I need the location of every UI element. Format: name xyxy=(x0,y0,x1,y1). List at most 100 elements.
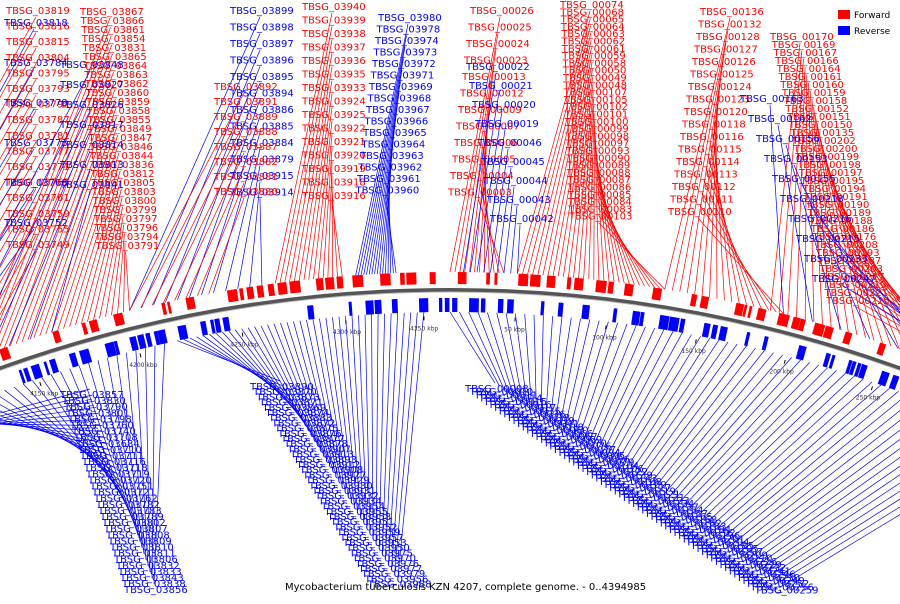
tick-mark xyxy=(784,360,785,364)
reverse-gene xyxy=(469,298,479,312)
tick-mark xyxy=(696,339,697,343)
forward-gene xyxy=(400,273,405,285)
gene-label: TBSG_03779 xyxy=(3,98,68,109)
gene-label: TBSG_00225 xyxy=(825,296,890,307)
legend-reverse-swatch xyxy=(838,26,850,35)
gene-label: TBSG_03967 xyxy=(365,105,430,116)
gene-label: TBSG_00136 xyxy=(699,7,764,18)
gene-label: TBSG_00163 xyxy=(739,94,804,105)
forward-gene xyxy=(52,330,62,343)
gene-label: TBSG_00024 xyxy=(465,39,530,50)
gene-label: TBSG_03937 xyxy=(301,43,366,54)
gene-label: TBSG_03961 xyxy=(356,174,421,185)
gene-label: TBSG_03773 xyxy=(3,138,68,149)
tick-mark xyxy=(140,353,141,357)
gene-label: TBSG_03752 xyxy=(3,218,68,229)
gene-label: TBSG_03973 xyxy=(373,48,438,59)
forward-gene xyxy=(652,287,662,300)
leader-line xyxy=(716,388,890,536)
forward-gene xyxy=(246,287,254,300)
gene-label: TBSG_03784 xyxy=(3,58,68,69)
gene-label: TBSG_00155 xyxy=(771,174,836,185)
legend-forward-label: Forward xyxy=(854,11,890,21)
reverse-gene xyxy=(612,308,617,322)
leader-line xyxy=(332,202,342,276)
legend: Forward Reverse xyxy=(838,10,891,37)
gene-label: TBSG_03882 xyxy=(213,157,278,168)
leader-line xyxy=(598,215,659,288)
leader-line xyxy=(638,344,738,482)
gene-label: TBSG_03964 xyxy=(361,140,426,151)
gene-label: TBSG_00218 xyxy=(779,194,844,205)
forward-gene xyxy=(876,342,886,355)
gene-label: TBSG_03791 xyxy=(95,241,160,252)
forward-gene xyxy=(406,272,416,284)
reverse-gene xyxy=(307,305,315,320)
gene-label: TBSG_00113 xyxy=(673,170,738,181)
reverse-gene xyxy=(129,336,139,351)
leader-line xyxy=(478,199,504,274)
gene-label: TBSG_00045 xyxy=(480,157,545,168)
gene-label: TBSG_00103 xyxy=(568,212,633,223)
leader-line xyxy=(762,423,900,569)
forward-gene xyxy=(267,284,275,297)
gene-label: TBSG_00020 xyxy=(471,100,536,111)
gene-label: TBSG_03826 xyxy=(59,100,124,111)
gene-label: TBSG_03974 xyxy=(374,36,439,47)
leader-line xyxy=(674,362,809,507)
forward-gene xyxy=(530,274,541,287)
gene-label: TBSG_00025 xyxy=(467,23,532,34)
gene-label: TBSG_03963 xyxy=(359,151,424,162)
forward-gene xyxy=(352,275,363,288)
gene-label: TBSG_00156 xyxy=(755,134,820,145)
gene-label: TBSG_03819 xyxy=(5,6,70,17)
leader-line xyxy=(720,391,898,539)
gene-label: TBSG_00021 xyxy=(468,81,533,92)
reverse-gene xyxy=(452,298,457,312)
gene-label: TBSG_00162 xyxy=(747,114,812,125)
reverse-gene xyxy=(710,324,718,339)
gene-label: TBSG_03841 xyxy=(59,180,124,191)
forward-gene xyxy=(81,322,88,335)
reverse-gene xyxy=(540,301,544,315)
leader-line xyxy=(693,373,846,520)
gene-label: TBSG_03969 xyxy=(368,82,433,93)
gene-label: TBSG_03922 xyxy=(301,124,366,135)
gene-label: TBSG_00043 xyxy=(486,195,551,206)
gene-label: TBSG_03978 xyxy=(376,25,441,36)
leader-line xyxy=(780,438,900,581)
forward-gene xyxy=(0,347,11,361)
reverse-gene xyxy=(79,348,92,364)
genome-caption: Mycobacterium tuberculosis KZN 4207, com… xyxy=(285,582,646,593)
forward-gene xyxy=(227,289,239,302)
tick-label: 100 kbp xyxy=(592,334,617,341)
forward-gene xyxy=(494,273,497,285)
gene-label: TBSG_00114 xyxy=(675,157,740,168)
leader-line xyxy=(651,350,764,491)
leader-line xyxy=(670,360,801,505)
tick-label: 50 kbp xyxy=(504,327,525,334)
forward-gene xyxy=(624,283,634,296)
forward-gene xyxy=(756,308,767,322)
gene-label: TBSG_00112 xyxy=(671,182,736,193)
reverse-gene xyxy=(658,315,670,330)
gene-label: TBSG_00022 xyxy=(465,62,530,73)
gene-label: TBSG_03980 xyxy=(377,13,442,24)
gene-label: TBSG_03921 xyxy=(301,137,366,148)
reverse-gene xyxy=(348,302,352,316)
leader-line xyxy=(601,330,664,457)
gene-label: TBSG_03897 xyxy=(229,39,294,50)
gene-label: TBSG_03892 xyxy=(213,82,278,93)
leader-line xyxy=(771,430,900,575)
forward-gene xyxy=(289,280,301,293)
gene-label: TBSG_00127 xyxy=(693,45,758,56)
forward-gene xyxy=(607,281,614,294)
forward-gene xyxy=(566,277,571,289)
gene-label: TBSG_03761 xyxy=(5,193,70,204)
tick-label: 200 kbp xyxy=(769,368,794,375)
gene-label: TBSG_03896 xyxy=(229,56,294,67)
gene-label: TBSG_03938 xyxy=(301,29,366,40)
gene-label: TBSG_03971 xyxy=(370,71,435,82)
gene-label: TBSG_03818 xyxy=(3,18,68,29)
leader-line xyxy=(730,398,900,546)
